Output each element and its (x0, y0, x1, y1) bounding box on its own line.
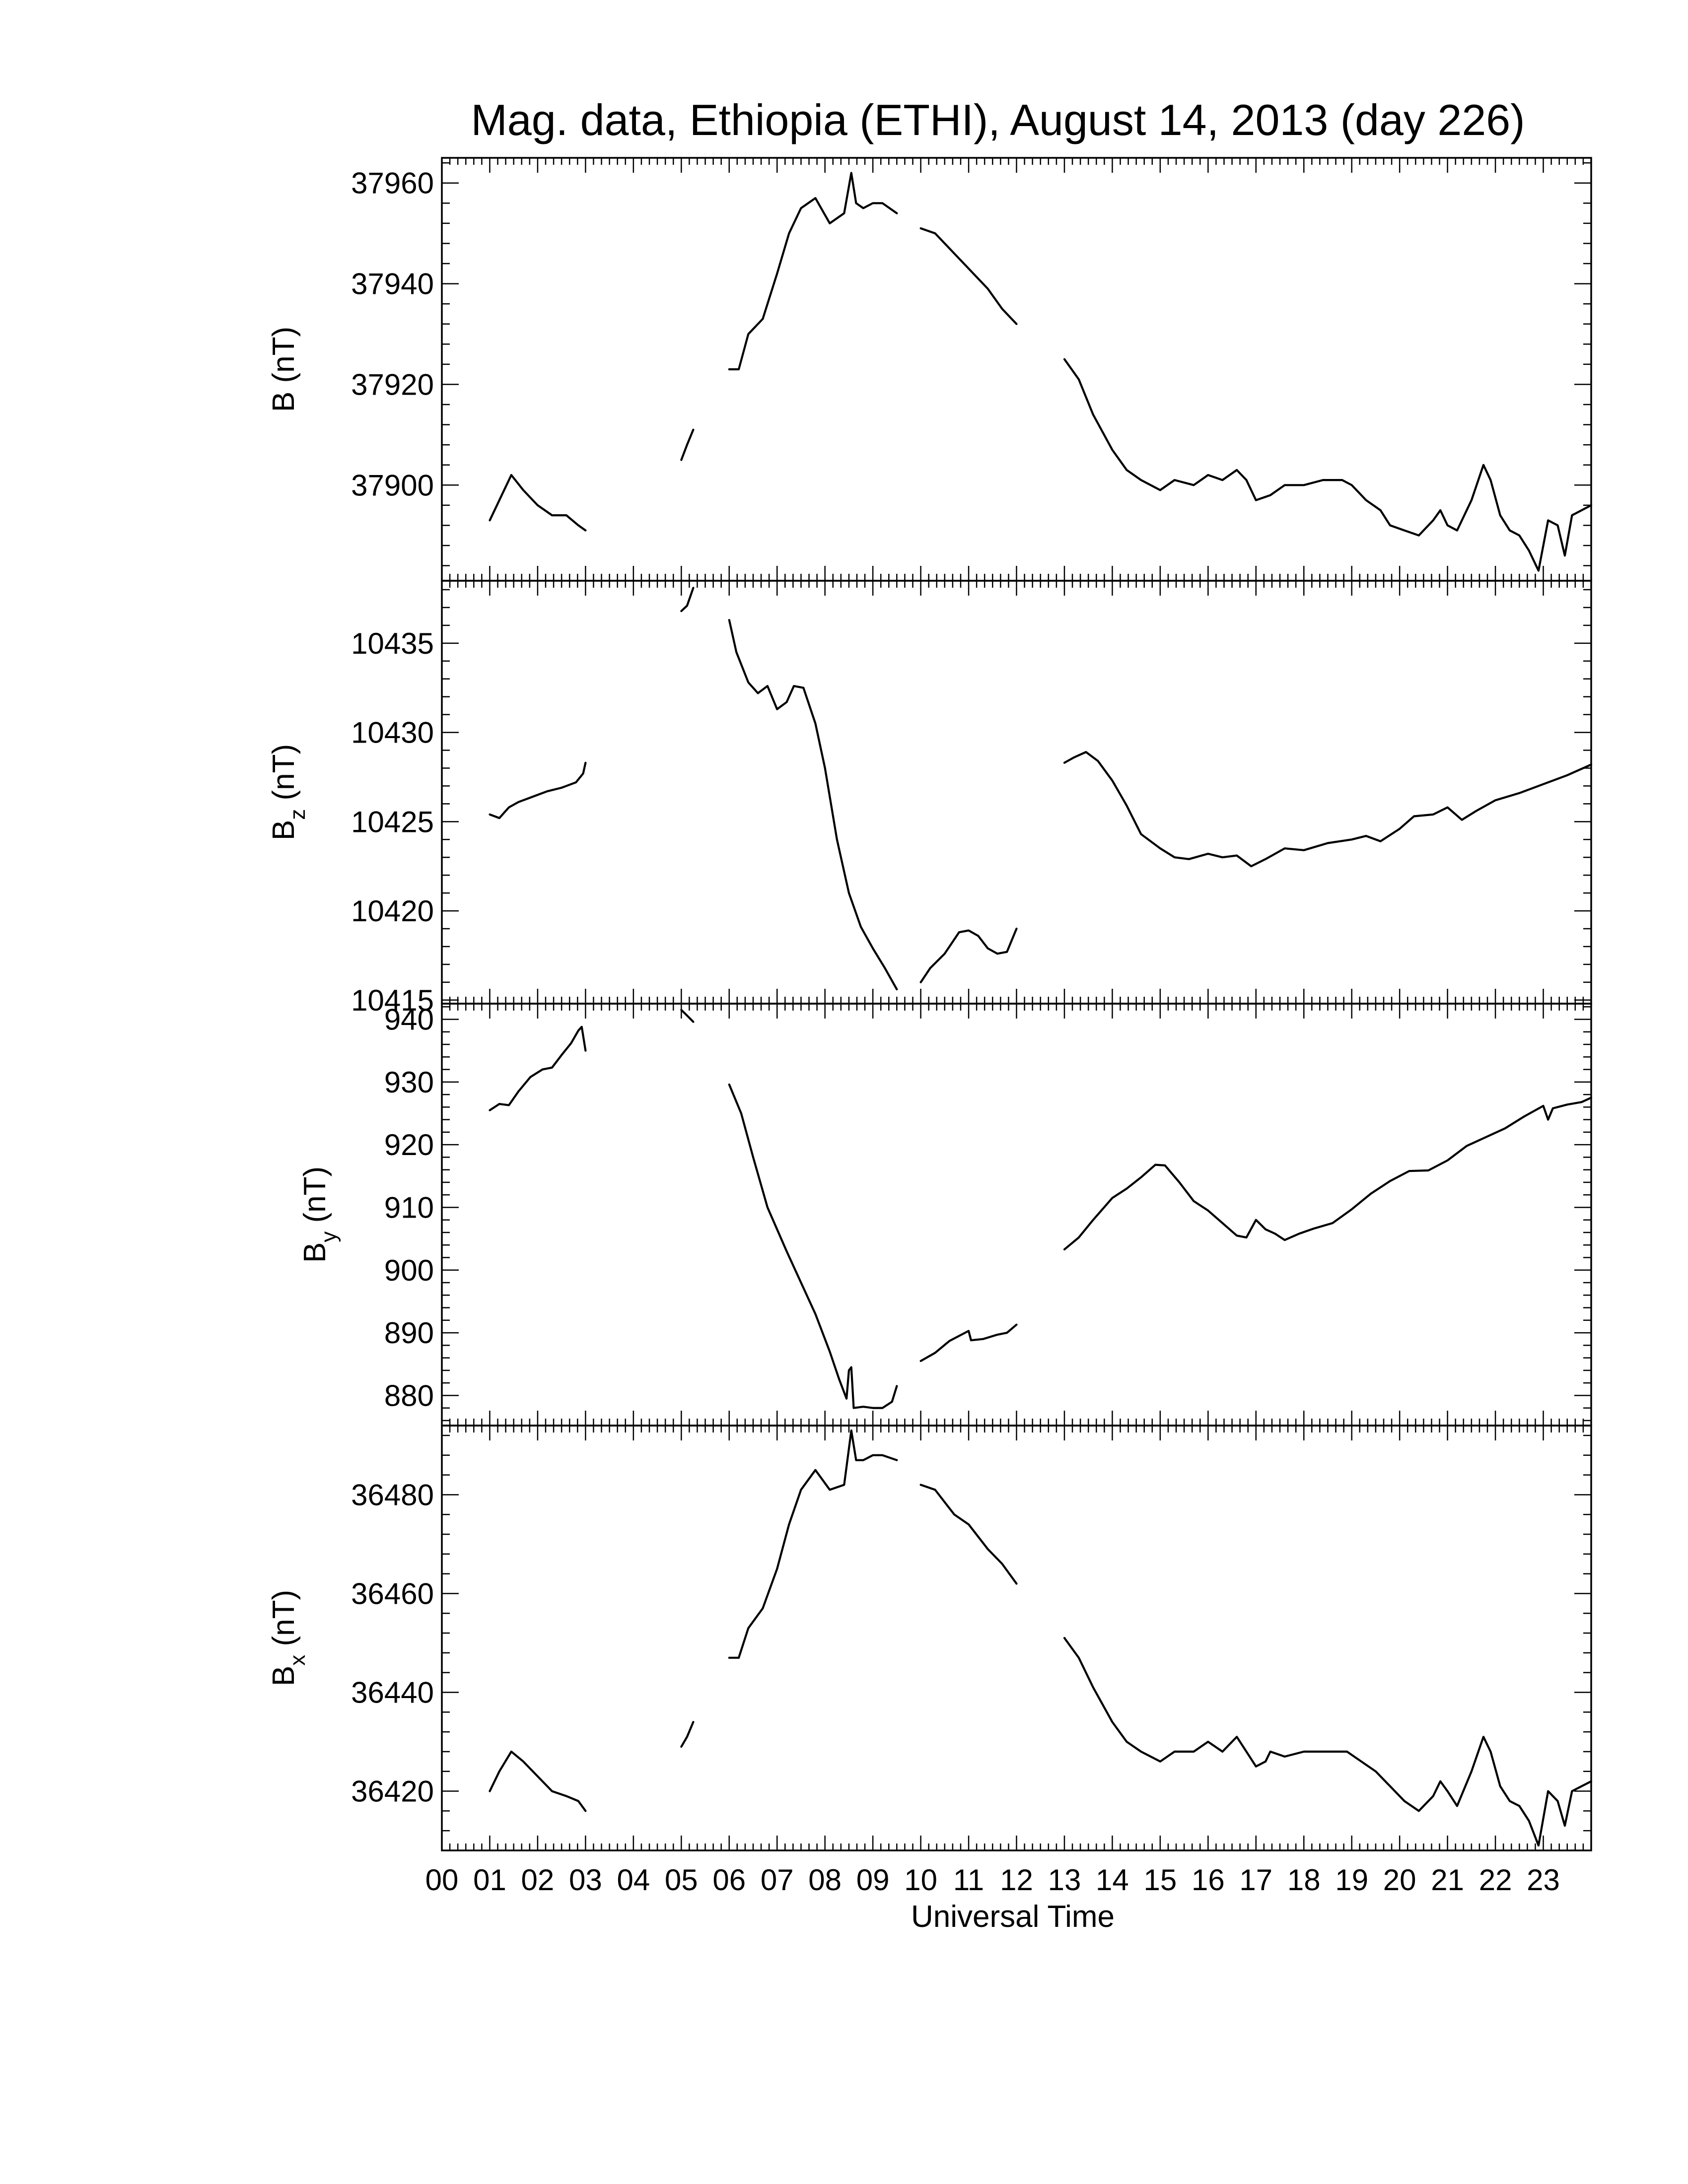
series-line-By (489, 1025, 587, 1111)
x-tick-label: 12 (1000, 1863, 1033, 1897)
y-tick-label: 880 (384, 1379, 434, 1412)
y-axis-label: Bz (nT) (267, 744, 310, 840)
panel-By: 880 890 900 910 920 930 940 By (nT) (298, 1003, 1593, 1427)
x-tick-label: 08 (808, 1863, 842, 1897)
panel-frame (441, 1003, 1592, 1427)
x-tick-label: 07 (761, 1863, 794, 1897)
x-tick-label: 04 (617, 1863, 650, 1897)
chart-title: Mag. data, Ethiopia (ETHI), August 14, 2… (471, 95, 1525, 144)
y-tick-label: 910 (384, 1191, 434, 1224)
series-line-B (728, 172, 898, 371)
panel-B: 37900 37920 37940 37960 B (nT) (267, 157, 1593, 582)
y-tick-label: 900 (384, 1254, 434, 1287)
y-tick-label: 10420 (351, 894, 434, 928)
x-tick-label: 00 (425, 1863, 459, 1897)
x-tick-label: 10 (904, 1863, 937, 1897)
series-line-Bx (489, 1750, 587, 1812)
series-line-Bx (1063, 1637, 1593, 1847)
series-line-Bx (728, 1429, 898, 1659)
series-line-Bz (1063, 751, 1593, 868)
y-tick-label: 940 (384, 1003, 434, 1036)
series-line-B (919, 227, 1018, 325)
panel-frame (441, 157, 1592, 582)
y-tick-label: 36420 (351, 1775, 434, 1808)
x-tick-labels: 00 01 02 03 04 05 06 07 08 09 10 11 12 13 14 15 16 17 18 19… (425, 1863, 1560, 1897)
y-axis-label: B (nT) (267, 327, 301, 412)
x-tick-label: 05 (665, 1863, 698, 1897)
series-line-By (1063, 1096, 1593, 1251)
panel-Bz: 10415 10420 10425 10430 10435 Bz (nT) (267, 580, 1593, 1017)
y-tick-label: 10425 (351, 805, 434, 838)
x-tick-label: 20 (1383, 1863, 1416, 1897)
series-line-Bx (680, 1721, 695, 1748)
panels: 37900 37920 37940 37960 B (nT) 10415 10420 1042… (267, 157, 1593, 1851)
x-tick-label: 09 (856, 1863, 890, 1897)
y-tick-label: 37920 (351, 368, 434, 401)
series-line-By (919, 1323, 1018, 1362)
series-line-Bz (919, 927, 1018, 983)
x-tick-label: 18 (1287, 1863, 1321, 1897)
x-tick-label: 13 (1048, 1863, 1081, 1897)
panel-frame (441, 580, 1592, 1005)
y-tick-label: 10435 (351, 627, 434, 660)
x-tick-label: 14 (1096, 1863, 1129, 1897)
y-tick-label: 10415 (351, 984, 434, 1017)
series-line-B (489, 474, 587, 532)
panel-frame (441, 1425, 1592, 1851)
series-line-Bx (919, 1484, 1018, 1585)
x-tick-label: 06 (712, 1863, 746, 1897)
series-line-By (728, 1083, 898, 1409)
x-axis-label: Universal Time (911, 1900, 1115, 1934)
y-tick-label: 37960 (351, 167, 434, 200)
x-tick-label: 17 (1239, 1863, 1272, 1897)
x-tick-label: 03 (569, 1863, 602, 1897)
y-tick-label: 930 (384, 1066, 434, 1099)
x-tick-label: 02 (521, 1863, 555, 1897)
x-tick-label: 19 (1335, 1863, 1368, 1897)
series-line-B (1063, 358, 1593, 572)
series-line-Bz (489, 761, 587, 819)
y-tick-label: 36460 (351, 1577, 434, 1610)
y-tick-label: 37900 (351, 469, 434, 502)
y-tick-label: 36480 (351, 1478, 434, 1511)
x-tick-label: 16 (1192, 1863, 1225, 1897)
series-line-By (680, 1009, 695, 1023)
y-axis-label: By (nT) (298, 1166, 341, 1263)
x-tick-label: 01 (473, 1863, 506, 1897)
y-tick-label: 10430 (351, 716, 434, 750)
x-tick-label: 15 (1144, 1863, 1177, 1897)
x-tick-label: 22 (1479, 1863, 1512, 1897)
y-tick-label: 890 (384, 1316, 434, 1350)
series-line-B (680, 428, 695, 461)
series-line-Bz (728, 619, 898, 991)
x-tick-label: 11 (953, 1863, 984, 1897)
series-line-Bz (680, 587, 695, 613)
y-tick-label: 36440 (351, 1676, 434, 1709)
y-axis-label: Bx (nT) (267, 1590, 310, 1686)
x-tick-label: 21 (1431, 1863, 1464, 1897)
panel-Bx: 36420 36440 36460 36480 Bx (nT) (267, 1425, 1593, 1851)
x-tick-label: 23 (1527, 1863, 1560, 1897)
y-tick-label: 37940 (351, 268, 434, 301)
y-tick-label: 920 (384, 1128, 434, 1161)
